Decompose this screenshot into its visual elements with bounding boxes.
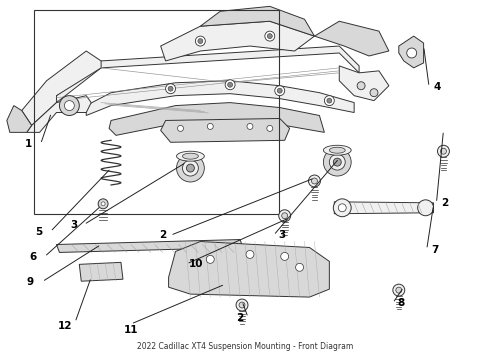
Circle shape bbox=[101, 202, 105, 206]
Ellipse shape bbox=[323, 145, 351, 155]
Circle shape bbox=[196, 36, 205, 46]
Circle shape bbox=[323, 148, 351, 176]
Circle shape bbox=[279, 210, 291, 222]
Circle shape bbox=[407, 48, 416, 58]
Text: 12: 12 bbox=[58, 321, 73, 332]
Polygon shape bbox=[56, 239, 243, 252]
Circle shape bbox=[312, 178, 318, 184]
Text: 9: 9 bbox=[26, 277, 34, 287]
Polygon shape bbox=[161, 21, 315, 61]
Circle shape bbox=[59, 96, 79, 116]
Polygon shape bbox=[26, 96, 91, 132]
Circle shape bbox=[357, 82, 365, 90]
Circle shape bbox=[333, 199, 351, 217]
Text: 3: 3 bbox=[278, 230, 285, 240]
Text: 7: 7 bbox=[431, 245, 439, 255]
Text: 4: 4 bbox=[433, 82, 441, 92]
Polygon shape bbox=[399, 36, 424, 68]
Text: 3: 3 bbox=[70, 220, 77, 230]
Ellipse shape bbox=[182, 153, 198, 159]
Text: 1: 1 bbox=[25, 139, 32, 149]
Polygon shape bbox=[79, 262, 123, 281]
Ellipse shape bbox=[176, 151, 204, 161]
Circle shape bbox=[282, 213, 288, 219]
Polygon shape bbox=[339, 66, 389, 100]
Circle shape bbox=[265, 31, 275, 41]
Circle shape bbox=[176, 154, 204, 182]
Circle shape bbox=[182, 160, 198, 176]
Polygon shape bbox=[315, 21, 389, 56]
Circle shape bbox=[417, 200, 434, 216]
Circle shape bbox=[247, 123, 253, 129]
Text: 6: 6 bbox=[29, 252, 36, 262]
Text: 2022 Cadillac XT4 Suspension Mounting - Front Diagram: 2022 Cadillac XT4 Suspension Mounting - … bbox=[137, 342, 353, 351]
Circle shape bbox=[177, 125, 183, 131]
Circle shape bbox=[324, 96, 334, 105]
Circle shape bbox=[281, 252, 289, 260]
Ellipse shape bbox=[329, 147, 345, 153]
Circle shape bbox=[228, 82, 233, 87]
Circle shape bbox=[267, 125, 273, 131]
Text: 2: 2 bbox=[441, 198, 448, 208]
Text: 8: 8 bbox=[397, 298, 404, 308]
Circle shape bbox=[275, 86, 285, 96]
Circle shape bbox=[338, 204, 346, 212]
Circle shape bbox=[438, 145, 449, 157]
Circle shape bbox=[441, 148, 446, 154]
Circle shape bbox=[207, 123, 213, 129]
Polygon shape bbox=[109, 103, 324, 135]
Circle shape bbox=[396, 287, 402, 293]
Circle shape bbox=[64, 100, 74, 111]
Polygon shape bbox=[86, 81, 354, 116]
Circle shape bbox=[370, 89, 378, 96]
Text: 5: 5 bbox=[35, 227, 42, 237]
Polygon shape bbox=[169, 242, 329, 297]
Polygon shape bbox=[7, 105, 32, 132]
Circle shape bbox=[268, 33, 272, 39]
Circle shape bbox=[327, 98, 332, 103]
Circle shape bbox=[246, 251, 254, 258]
Circle shape bbox=[206, 255, 214, 264]
Circle shape bbox=[393, 284, 405, 296]
Polygon shape bbox=[161, 118, 290, 142]
Circle shape bbox=[225, 80, 235, 90]
Circle shape bbox=[187, 164, 195, 172]
Circle shape bbox=[166, 84, 175, 94]
Circle shape bbox=[295, 264, 303, 271]
Circle shape bbox=[277, 88, 282, 93]
Text: 2: 2 bbox=[237, 312, 244, 323]
Text: 11: 11 bbox=[123, 325, 138, 335]
Circle shape bbox=[236, 299, 248, 311]
Polygon shape bbox=[22, 51, 101, 125]
Polygon shape bbox=[334, 202, 434, 214]
Bar bbox=[34, 10, 279, 214]
Circle shape bbox=[333, 158, 341, 166]
Text: 10: 10 bbox=[189, 259, 204, 269]
Text: 2: 2 bbox=[159, 230, 166, 240]
Circle shape bbox=[329, 154, 345, 170]
Circle shape bbox=[198, 39, 203, 44]
Circle shape bbox=[239, 302, 245, 308]
Circle shape bbox=[309, 175, 320, 187]
Polygon shape bbox=[56, 46, 359, 103]
Circle shape bbox=[98, 199, 108, 209]
Polygon shape bbox=[200, 6, 315, 36]
Circle shape bbox=[168, 86, 173, 91]
